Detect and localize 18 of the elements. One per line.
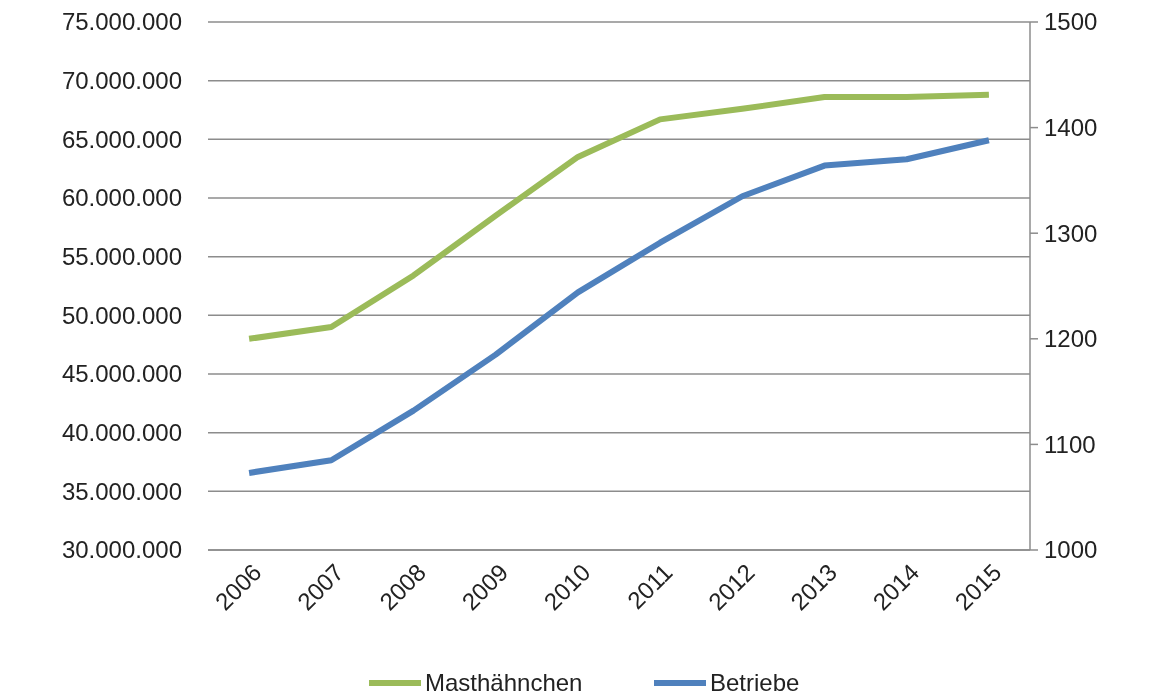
legend-label: Betriebe xyxy=(710,669,800,697)
y-tick-label: 55.000.000 xyxy=(61,243,182,271)
y-tick-label: 35.000.000 xyxy=(61,477,182,505)
y2-tick-label: 1300 xyxy=(1044,219,1098,247)
y2-tick-label: 1200 xyxy=(1044,325,1098,353)
y-tick-label: 50.000.000 xyxy=(61,301,182,329)
y2-tick-label: 1100 xyxy=(1044,430,1096,458)
y-tick-label: 45.000.000 xyxy=(61,360,182,388)
y2-tick-label: 1400 xyxy=(1044,114,1098,141)
y-tick-label: 60.000.000 xyxy=(61,184,182,212)
y-tick-label: 40.000.000 xyxy=(61,419,182,447)
y-tick-label: 65.000.000 xyxy=(61,125,182,153)
legend-label: Masthähnchen xyxy=(425,669,583,697)
y-tick-label: 75.000.000 xyxy=(61,8,182,36)
y-tick-label: 70.000.000 xyxy=(61,67,182,95)
y2-tick-label: 1000 xyxy=(1044,536,1098,564)
y-tick-label: 30.000.000 xyxy=(61,536,182,564)
y2-tick-label: 1500 xyxy=(1044,8,1098,36)
